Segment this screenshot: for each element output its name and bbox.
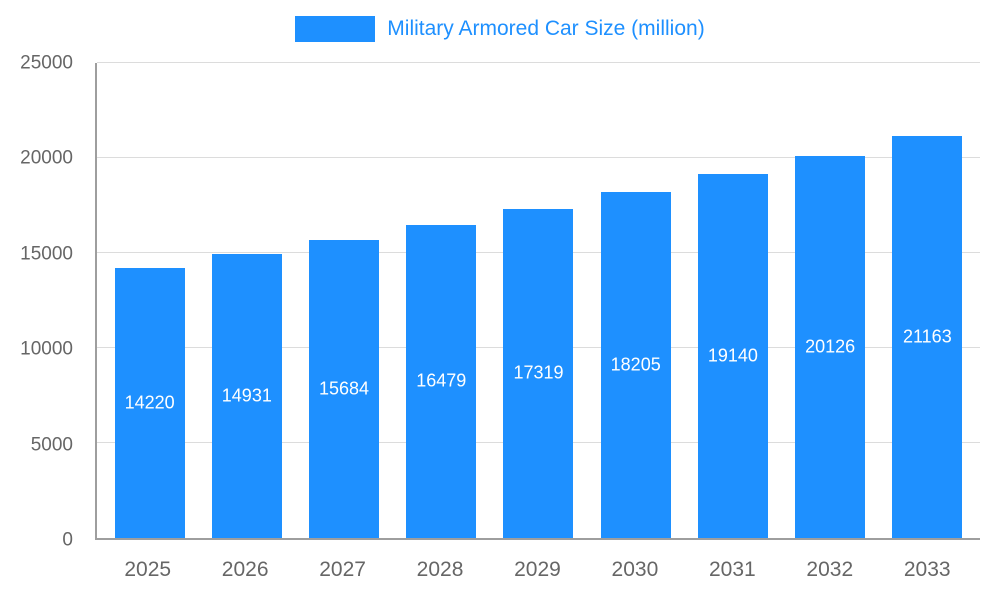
bar-slot: 17319 bbox=[490, 63, 587, 538]
x-tick-label: 2030 bbox=[611, 558, 659, 581]
bar: 19140 bbox=[697, 174, 768, 538]
y-tick-label: 0 bbox=[62, 529, 73, 551]
x-tick-label: 2028 bbox=[416, 558, 464, 581]
bar-slot: 14931 bbox=[198, 63, 295, 538]
bar-value-label: 17319 bbox=[513, 362, 564, 383]
bar-value-label: 19140 bbox=[707, 345, 758, 366]
bar: 20126 bbox=[795, 155, 866, 538]
bar: 18205 bbox=[600, 192, 671, 538]
bar-slot: 16479 bbox=[393, 63, 490, 538]
y-tick-label: 5000 bbox=[30, 434, 73, 456]
bar: 14220 bbox=[114, 267, 185, 538]
bar-value-label: 20126 bbox=[805, 336, 856, 357]
y-tick-label: 20000 bbox=[20, 147, 73, 169]
bar-value-label: 21163 bbox=[902, 326, 952, 347]
bar-value-label: 14220 bbox=[124, 392, 175, 413]
bar: 17319 bbox=[503, 208, 574, 538]
gridline bbox=[97, 62, 980, 63]
bar-slot: 14220 bbox=[101, 63, 198, 538]
bar-value-label: 15684 bbox=[319, 378, 370, 399]
bar-slot: 20126 bbox=[782, 63, 879, 538]
bar-value-label: 18205 bbox=[610, 354, 661, 375]
bar-slot: 18205 bbox=[587, 63, 684, 538]
x-tick-label: 2027 bbox=[319, 558, 366, 581]
bar-slot: 15684 bbox=[295, 63, 392, 538]
y-tick-label: 25000 bbox=[20, 52, 73, 74]
x-tick-label: 2032 bbox=[806, 558, 854, 581]
bars: 14220 14931 15684 16479 17319 18205 19140 20126… bbox=[97, 63, 980, 538]
bar: 15684 bbox=[309, 240, 380, 538]
y-axis: 0 5000 10000 15000 20000 25000 bbox=[0, 54, 85, 550]
x-tick-label: 2025 bbox=[124, 558, 172, 581]
gridline bbox=[97, 157, 980, 158]
bar-value-label: 16479 bbox=[416, 370, 467, 391]
legend-swatch bbox=[295, 16, 376, 42]
bar: 14931 bbox=[211, 254, 282, 538]
y-tick-label: 15000 bbox=[20, 243, 73, 265]
legend: Military Armored Car Size (million) bbox=[0, 16, 1000, 42]
y-tick-label: 10000 bbox=[20, 338, 73, 360]
x-tick-label: 2029 bbox=[514, 558, 561, 581]
x-axis: 2025 2026 2027 2028 2029 2030 2031 2032 2033 bbox=[95, 552, 980, 588]
x-tick-label: 2031 bbox=[708, 558, 756, 581]
bar: 16479 bbox=[406, 224, 477, 538]
plot-area: 14220 14931 15684 16479 17319 18205 19140 20126… bbox=[95, 62, 980, 540]
bar-slot: 19140 bbox=[684, 63, 781, 538]
bar-value-label: 14931 bbox=[221, 385, 272, 406]
x-tick-label: 2026 bbox=[221, 558, 269, 581]
bar: 21163 bbox=[892, 135, 963, 538]
legend-title: Military Armored Car Size (million) bbox=[387, 17, 705, 40]
x-tick-label: 2033 bbox=[903, 558, 951, 581]
bar-slot: 21163 bbox=[879, 63, 976, 538]
